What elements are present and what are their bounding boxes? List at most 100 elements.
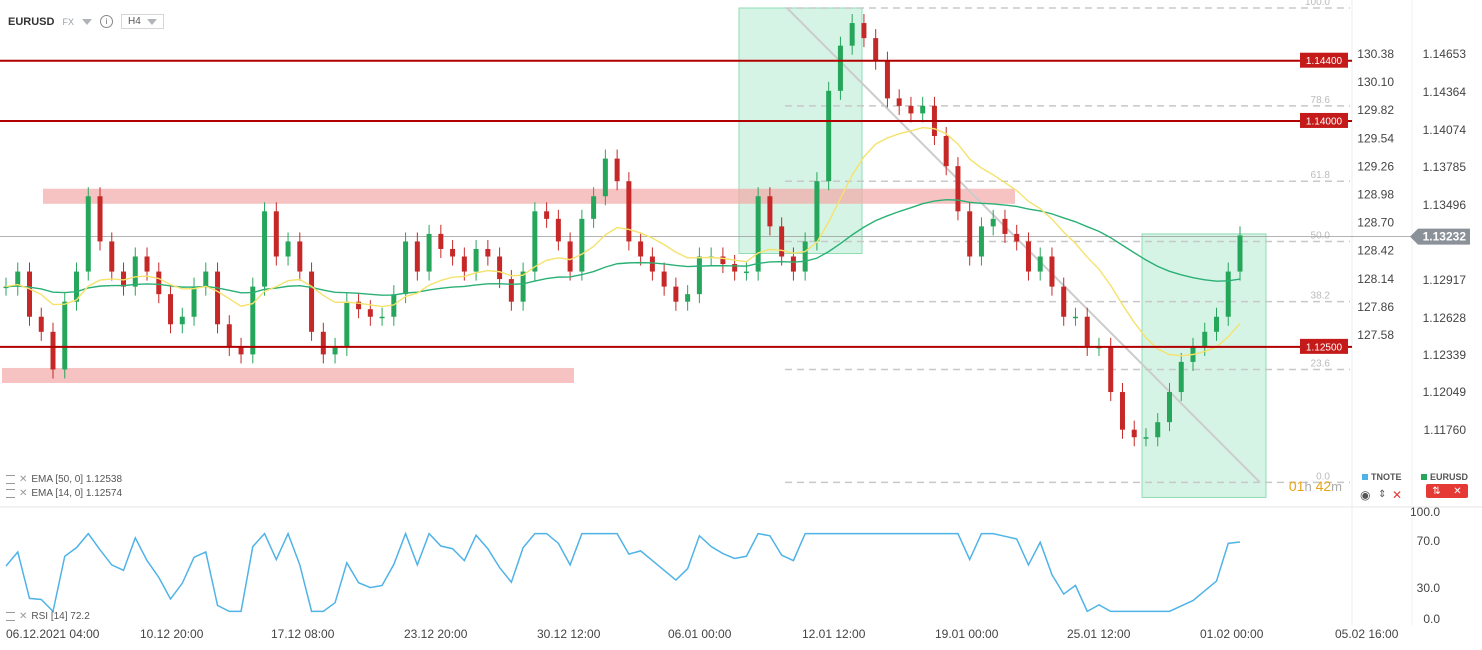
support-zone xyxy=(43,188,1015,204)
candle-body xyxy=(544,211,550,219)
candle-body xyxy=(579,218,585,272)
candle-body xyxy=(779,226,785,257)
remove-icon[interactable]: ✕ xyxy=(19,474,28,485)
x-axis-tick: 25.01 12:00 xyxy=(1067,627,1131,641)
candle-body xyxy=(273,211,279,257)
candle-body xyxy=(426,233,432,272)
eurusd-axis-tick: 1.12628 xyxy=(1423,311,1467,325)
instrument-eurusd[interactable]: EURUSD xyxy=(1421,472,1468,482)
candle-body xyxy=(720,256,726,265)
candle-body xyxy=(109,241,115,272)
candle-body xyxy=(403,241,409,295)
x-axis-tick: 06.12.2021 04:00 xyxy=(6,627,100,641)
eurusd-controls[interactable]: ⇅ ✕ xyxy=(1426,484,1468,498)
candle-body xyxy=(1213,316,1219,332)
eurusd-axis-tick: 1.12917 xyxy=(1423,273,1467,287)
candle-body xyxy=(1002,218,1008,234)
rsi-axis-tick: 0.0 xyxy=(1423,612,1440,626)
candle-body xyxy=(132,256,138,287)
candle-body xyxy=(614,158,620,182)
reorder-icon[interactable]: ⇅ xyxy=(1432,485,1441,497)
candle-body xyxy=(179,316,185,325)
candle-body xyxy=(896,98,902,106)
support-zone xyxy=(2,367,574,384)
candle-body xyxy=(990,218,996,227)
tnote-axis-tick: 130.38 xyxy=(1357,47,1394,61)
candle-body xyxy=(943,136,949,167)
legend-ema14[interactable]: ✕ EMA [14, 0] 1.12574 xyxy=(6,488,122,499)
x-axis-tick: 23.12 20:00 xyxy=(404,627,468,641)
fib-level-label: 78.6 xyxy=(1311,95,1331,106)
settings-lines-icon[interactable] xyxy=(6,612,15,621)
info-icon[interactable]: i xyxy=(99,15,113,28)
candle-body xyxy=(520,271,526,302)
close-icon[interactable]: ✕ xyxy=(1392,488,1403,502)
ema14-line xyxy=(5,126,1241,357)
candle-body xyxy=(1178,361,1184,393)
close-icon[interactable]: ✕ xyxy=(1453,485,1462,497)
timeframe-label: H4 xyxy=(127,16,141,27)
eurusd-axis-tick: 1.12339 xyxy=(1423,348,1467,362)
timeframe-select[interactable]: H4 xyxy=(120,14,164,29)
eurusd-axis-tick: 1.14653 xyxy=(1423,47,1467,61)
candle-body xyxy=(696,256,702,295)
candle-body xyxy=(873,38,879,61)
candle-body xyxy=(379,316,385,319)
legend-rsi[interactable]: ✕ RSI [14] 72.2 xyxy=(6,611,90,622)
x-axis-tick: 01.02 00:00 xyxy=(1200,627,1264,641)
candle-body xyxy=(332,346,338,355)
candle-body xyxy=(967,211,973,257)
candle-body xyxy=(250,286,256,355)
remove-icon[interactable]: ✕ xyxy=(19,611,28,622)
price-level-tag-label: 1.12500 xyxy=(1306,342,1343,353)
candle-body xyxy=(955,166,961,212)
candle-body xyxy=(461,256,467,272)
ema50-line xyxy=(5,198,1241,296)
candle-body xyxy=(1166,392,1172,423)
candle-body xyxy=(685,294,691,302)
candle-body xyxy=(602,158,608,197)
symbol-dropdown-icon[interactable] xyxy=(81,18,92,25)
candle-body xyxy=(215,271,221,325)
ema14-label: EMA [14, 0] 1.12574 xyxy=(31,488,123,499)
candle-body xyxy=(438,233,444,249)
candle-body xyxy=(861,23,867,39)
candle-body xyxy=(1061,286,1067,317)
candle-body xyxy=(309,271,315,332)
settings-lines-icon[interactable] xyxy=(6,489,15,498)
candle-body xyxy=(1225,271,1231,317)
x-axis-tick: 30.12 12:00 xyxy=(537,627,601,641)
candle-body xyxy=(144,256,150,272)
fib-level-label: 100.0 xyxy=(1305,0,1330,8)
price-level-tag xyxy=(1300,52,1348,68)
fib-level-label: 38.2 xyxy=(1311,291,1331,302)
candle-body xyxy=(567,241,573,272)
candle-body xyxy=(15,271,21,287)
price-level-tag xyxy=(1300,112,1348,128)
candle-body xyxy=(802,241,808,272)
candle-body xyxy=(508,279,514,302)
current-price-tag xyxy=(1410,228,1470,245)
eurusd-axis-tick: 1.12049 xyxy=(1423,385,1467,399)
reorder-icon[interactable]: ⇕ xyxy=(1378,489,1387,500)
candle-body xyxy=(497,256,503,280)
candle-body xyxy=(755,196,761,272)
instrument-tnote[interactable]: TNOTE xyxy=(1362,472,1402,482)
candle-body xyxy=(1237,235,1243,272)
candle-body xyxy=(638,241,644,257)
candle-body xyxy=(85,196,91,272)
fib-level-label: 0.0 xyxy=(1316,471,1330,482)
candle-body xyxy=(320,331,326,355)
tnote-axis-tick: 128.98 xyxy=(1357,188,1394,202)
eye-icon[interactable]: ◉ xyxy=(1360,488,1371,502)
candle-body xyxy=(74,271,80,302)
candle-body xyxy=(591,196,597,219)
eurusd-axis-tick: 1.13785 xyxy=(1423,160,1467,174)
settings-lines-icon[interactable] xyxy=(6,475,15,484)
candle-body xyxy=(826,90,832,182)
remove-icon[interactable]: ✕ xyxy=(19,488,28,499)
candle-body xyxy=(3,286,9,289)
candle-body xyxy=(50,331,56,370)
legend-ema50[interactable]: ✕ EMA [50, 0] 1.12538 xyxy=(6,474,122,485)
